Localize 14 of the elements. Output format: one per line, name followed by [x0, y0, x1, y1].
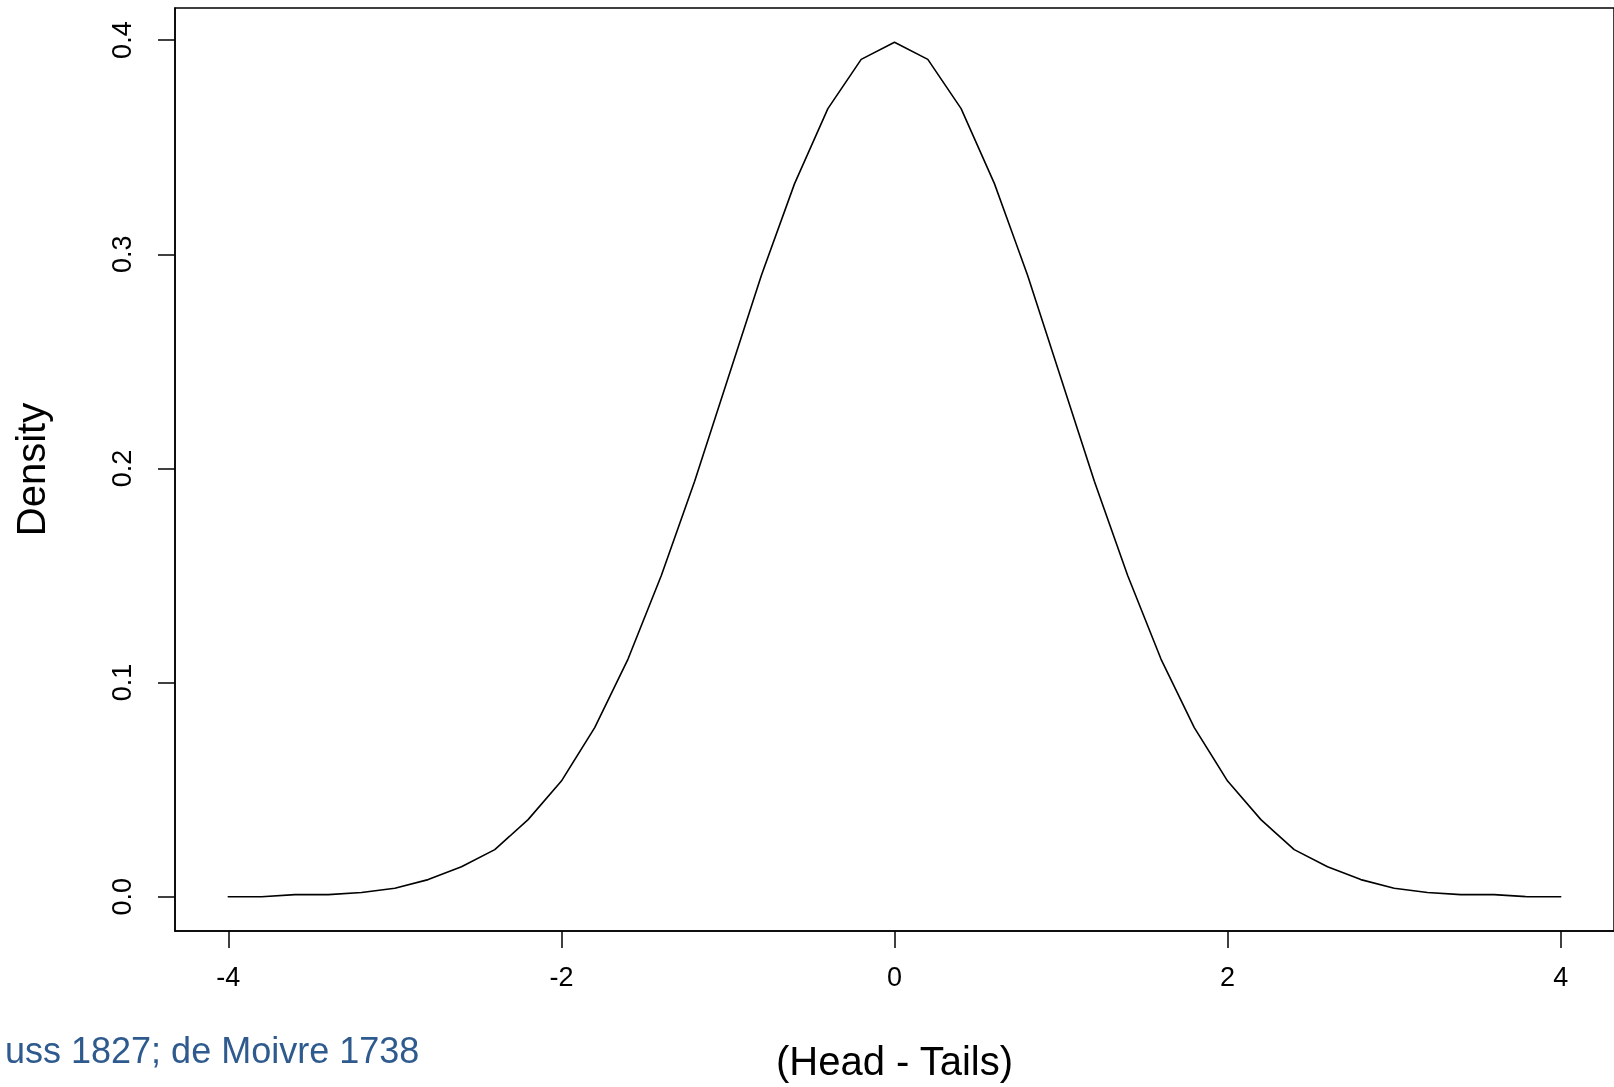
x-tick-label: 0 — [886, 961, 903, 992]
y-tick-label: 0.0 — [106, 877, 137, 916]
y-tick-label: 0.4 — [106, 21, 137, 59]
y-tick-label: 0.2 — [106, 449, 137, 488]
line-series — [227, 41, 1562, 898]
y-tick-label: 0.1 — [106, 663, 137, 702]
y-tick-label: 0.3 — [106, 235, 137, 274]
x-tick-label: -2 — [549, 961, 574, 992]
x-tick-label: 4 — [1553, 961, 1569, 992]
x-axis-title: (Head - Tails) — [775, 1039, 1014, 1083]
x-tick-label: 2 — [1220, 961, 1236, 992]
y-axis-title: Density — [9, 402, 53, 537]
text: uss 1827; de Moivre 1738 — [5, 1029, 420, 1071]
x-tick-label: -4 — [216, 961, 241, 992]
